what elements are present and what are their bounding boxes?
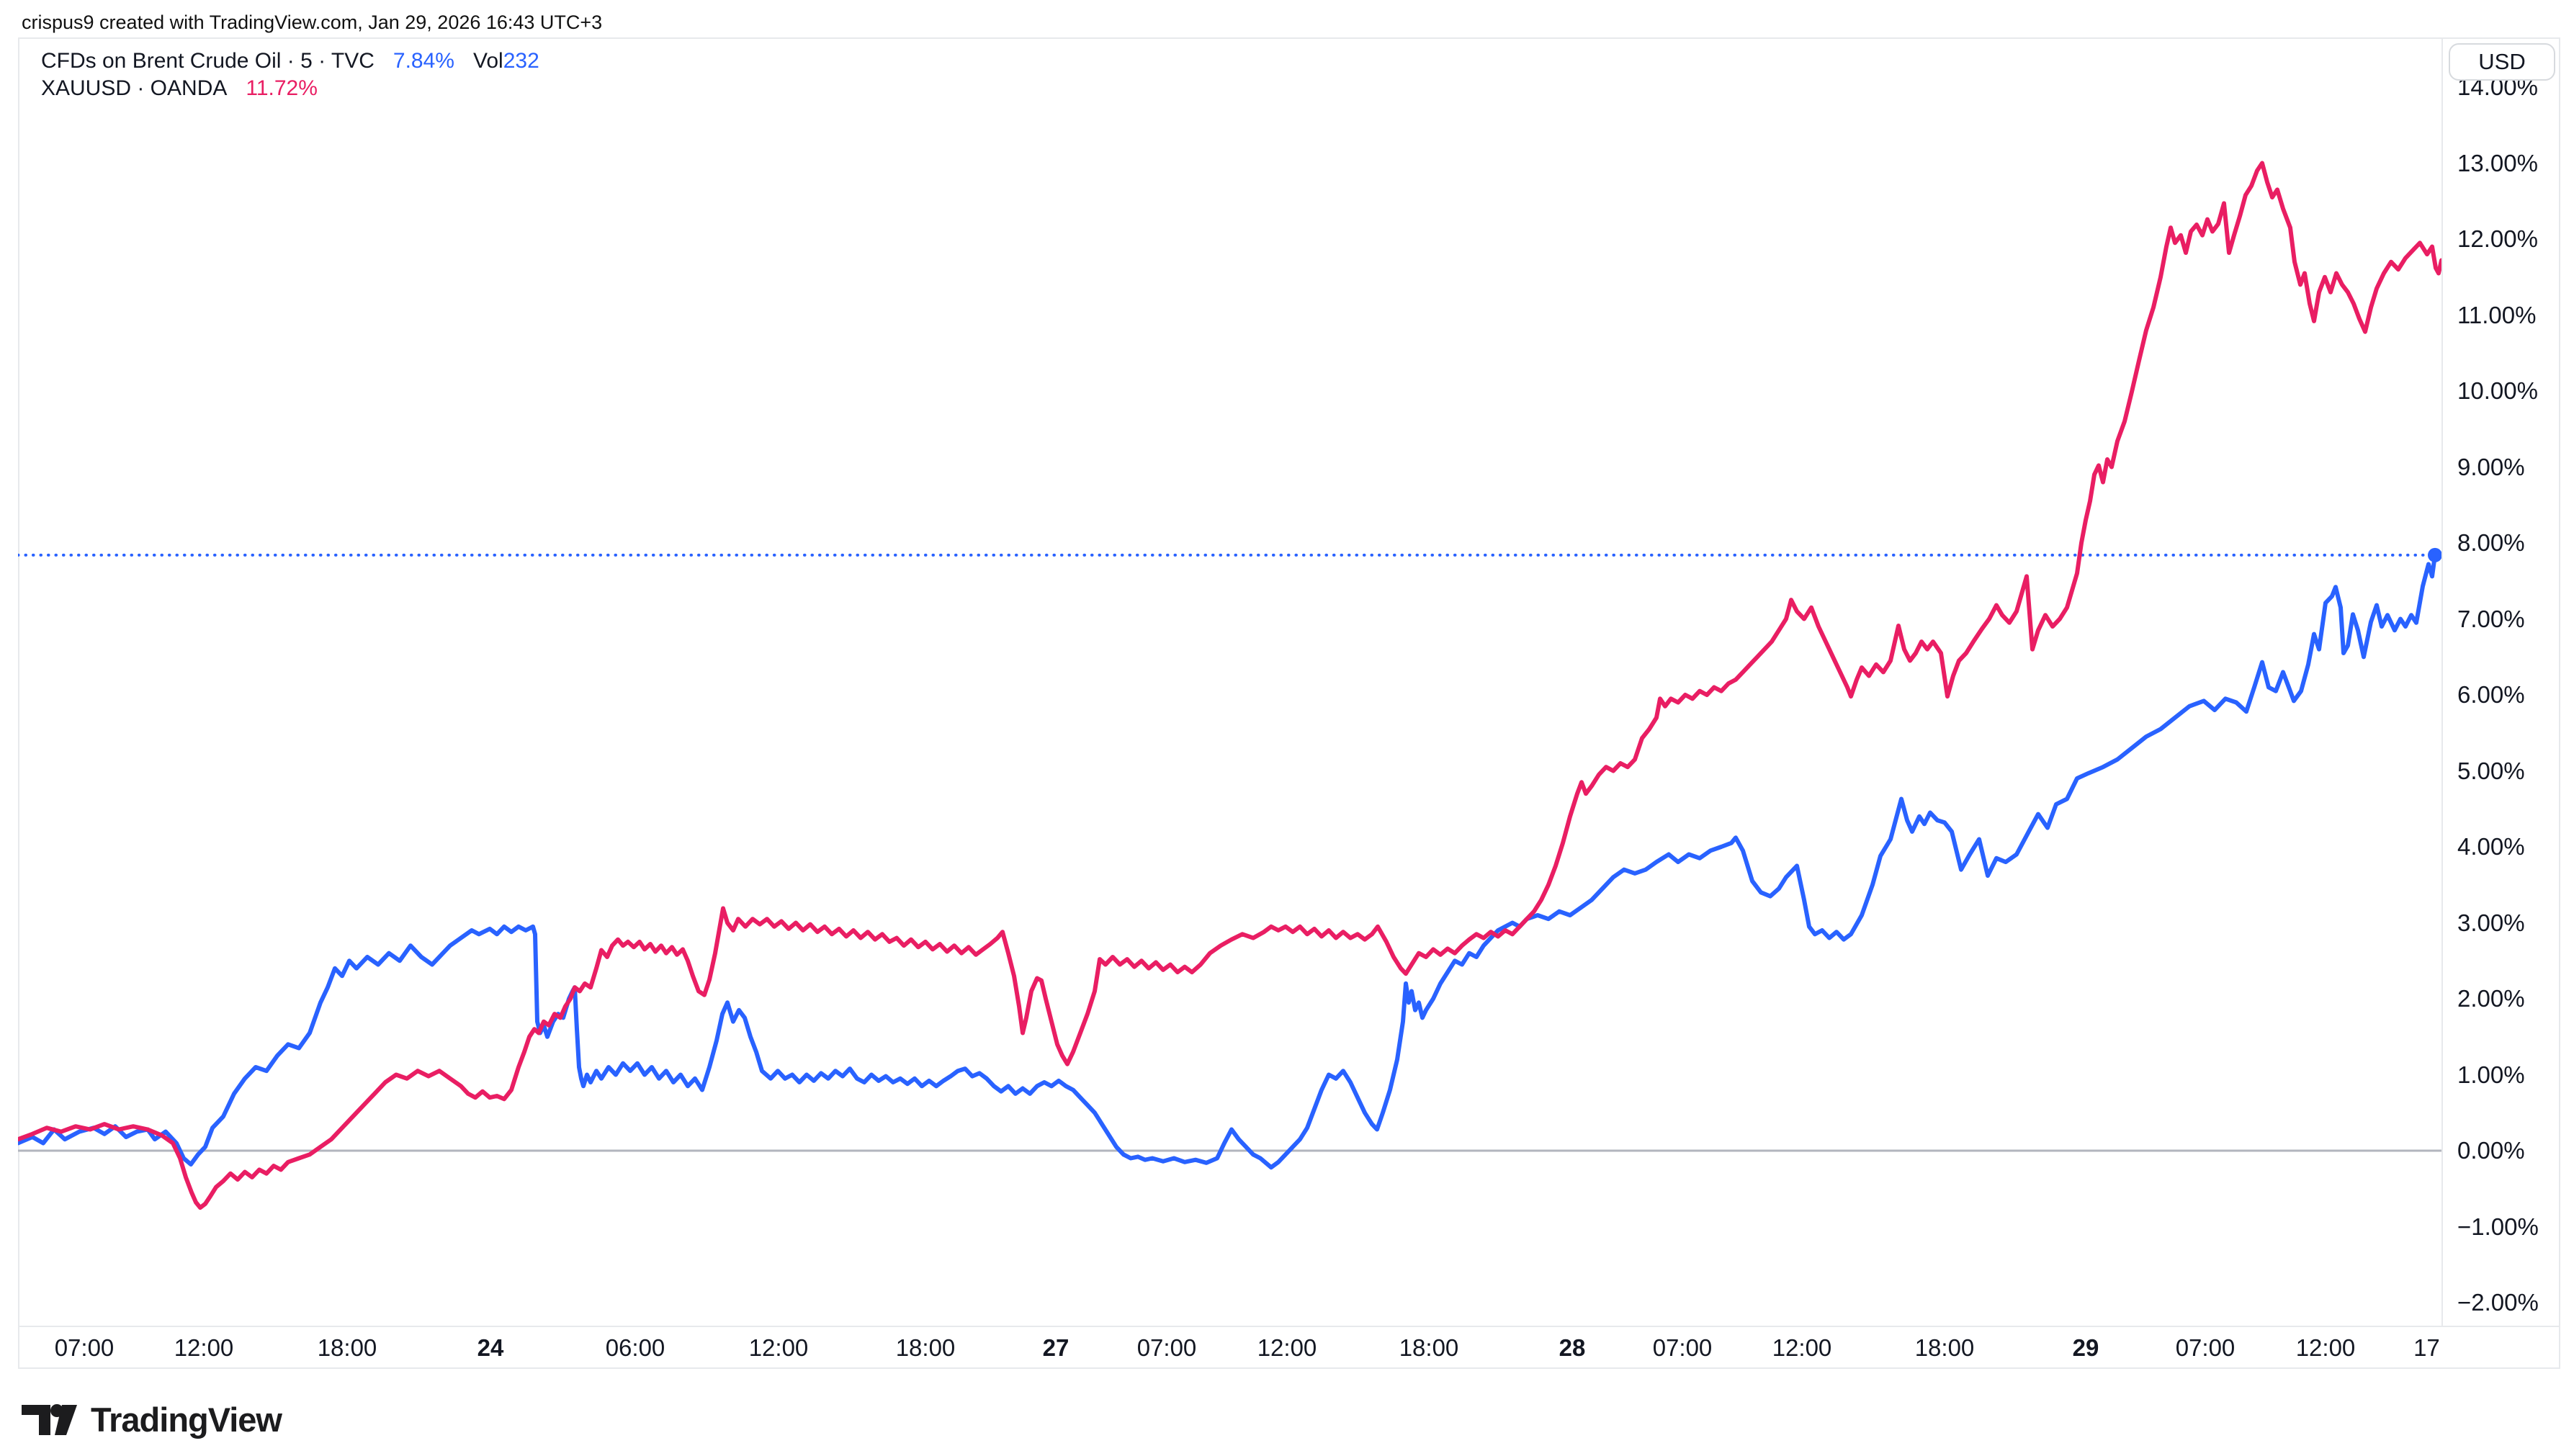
time-axis-time-label: 07:00: [1652, 1334, 1713, 1361]
legend-brent-change: 7.84%: [393, 49, 454, 73]
time-axis-time-label: 12:00: [2295, 1334, 2356, 1361]
time-axis-time-label: 12:00: [1772, 1334, 1832, 1361]
legend-brent-vol-value: 232: [503, 49, 539, 73]
tradingview-logo-icon: [22, 1403, 77, 1435]
price-axis-label: 0.00%: [2457, 1137, 2525, 1164]
time-axis-date-label: 28: [1559, 1334, 1586, 1361]
price-axis-label: 8.00%: [2457, 529, 2525, 556]
price-axis-label: 1.00%: [2457, 1061, 2525, 1088]
price-axis-label: 5.00%: [2457, 757, 2525, 784]
price-axis-label: 6.00%: [2457, 681, 2525, 708]
time-axis-time-label: 06:00: [605, 1334, 665, 1361]
time-axis-time-label: 18:00: [317, 1334, 377, 1361]
price-axis-label: 9.00%: [2457, 453, 2525, 480]
time-axis-date-label: 27: [1042, 1334, 1069, 1361]
price-axis-separator: [2441, 37, 2443, 1326]
time-axis-time-label: 12:00: [748, 1334, 809, 1361]
time-axis-date-label: 24: [477, 1334, 504, 1361]
legend-brent-symbol: CFDs on Brent Crude Oil · 5 · TVC: [41, 49, 375, 73]
time-axis-date-label: 29: [2072, 1334, 2099, 1361]
time-axis-time-label: 18:00: [1399, 1334, 1459, 1361]
legend-row-gold[interactable]: XAUUSD · OANDA 11.72%: [41, 76, 318, 101]
price-axis-label: 12.00%: [2457, 225, 2538, 252]
price-axis-label: 3.00%: [2457, 909, 2525, 936]
time-axis-time-label: 18:00: [895, 1334, 956, 1361]
time-axis-time-label: 12:00: [1257, 1334, 1317, 1361]
chart-right-border: [2559, 37, 2560, 1369]
time-axis-time-label: 07:00: [54, 1334, 115, 1361]
legend-gold-change: 11.72%: [246, 76, 318, 100]
brent-series-line: [18, 552, 2437, 1170]
price-axis-label: 13.00%: [2457, 149, 2538, 176]
chart-top-border: [18, 37, 2560, 39]
time-axis-time-label: 07:00: [2175, 1334, 2236, 1361]
time-axis[interactable]: 07:00 12:00 18:00 24 06:00 12:00 18:00 27 07:00 1…: [18, 1327, 2441, 1369]
price-axis-label: 4.00%: [2457, 833, 2525, 860]
tradingview-logo[interactable]: TradingView: [20, 1400, 282, 1439]
price-axis-label: −2.00%: [2457, 1289, 2539, 1316]
price-axis-label: 10.00%: [2457, 377, 2538, 404]
legend-row-brent[interactable]: CFDs on Brent Crude Oil · 5 · TVC 7.84% Vo…: [41, 49, 539, 73]
price-axis-label: −1.00%: [2457, 1213, 2539, 1240]
attribution-text: crispus9 created with TradingView.com, J…: [22, 12, 603, 33]
currency-usd-button[interactable]: USD: [2449, 43, 2555, 81]
tradingview-logo-text: TradingView: [91, 1401, 282, 1439]
chart-plot-area[interactable]: [18, 37, 2441, 1326]
gold-series-line: [18, 161, 2441, 1210]
price-axis-label: 7.00%: [2457, 605, 2525, 632]
last-value-marker: [2428, 547, 2441, 562]
time-axis-time-label: 17:: [2413, 1334, 2441, 1361]
price-axis-label: 11.00%: [2457, 301, 2537, 328]
chart-left-border: [18, 37, 19, 1369]
time-axis-time-label: 12:00: [174, 1334, 234, 1361]
price-axis-label: 2.00%: [2457, 985, 2525, 1012]
legend-gold-symbol: XAUUSD · OANDA: [41, 76, 228, 100]
chart-bottom-border: [18, 1367, 2560, 1369]
time-axis-time-label: 07:00: [1136, 1334, 1197, 1361]
time-axis-separator: [18, 1326, 2560, 1327]
time-axis-time-label: 18:00: [1914, 1334, 1975, 1361]
legend-brent-vol-label: Vol: [472, 49, 503, 73]
